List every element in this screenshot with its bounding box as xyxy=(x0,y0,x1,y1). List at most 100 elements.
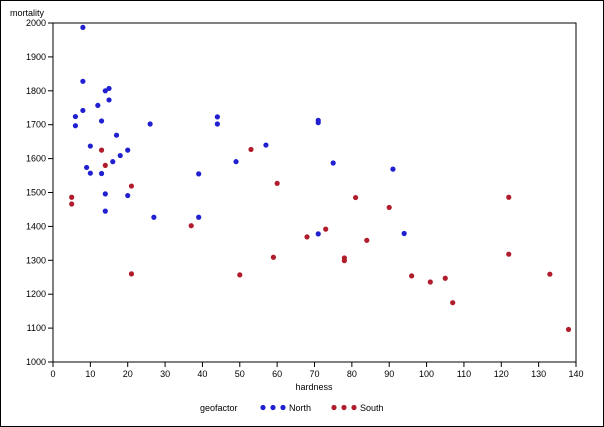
point-south xyxy=(274,180,280,186)
y-tick-label: 1300 xyxy=(26,255,46,265)
x-tick-label: 0 xyxy=(50,369,55,379)
x-tick-label: 50 xyxy=(235,369,245,379)
point-south xyxy=(270,254,277,260)
point-north xyxy=(80,24,86,31)
point-south xyxy=(248,146,254,153)
x-tick-label: 40 xyxy=(197,369,207,379)
legend-marker-south xyxy=(331,404,337,411)
point-north xyxy=(84,164,90,171)
point-north xyxy=(147,121,153,127)
y-tick-label: 1700 xyxy=(26,120,46,130)
x-tick-label: 60 xyxy=(272,369,282,379)
x-tick-label: 10 xyxy=(85,369,95,379)
legend-marker-south xyxy=(341,404,347,411)
x-axis: 0 10 20 30 40 50 60 70 80 90 100 110 120 130 140 xyxy=(50,362,584,379)
x-axis-title: hardness xyxy=(295,382,333,392)
x-tick-label: 130 xyxy=(531,369,546,379)
point-north xyxy=(263,142,269,148)
legend-label-north: North xyxy=(289,403,311,413)
legend-entry-south: South xyxy=(331,403,384,413)
x-tick-label: 140 xyxy=(568,369,583,379)
point-south xyxy=(386,204,392,211)
legend-marker-north xyxy=(270,404,276,411)
x-tick-label: 110 xyxy=(457,369,471,379)
point-south xyxy=(450,300,456,306)
point-north xyxy=(98,118,105,124)
point-north xyxy=(102,208,108,214)
legend-marker-north xyxy=(280,404,286,411)
point-north xyxy=(390,166,396,172)
point-north xyxy=(315,120,321,126)
y-tick-label: 1600 xyxy=(26,154,46,164)
point-north xyxy=(110,159,116,165)
legend-title: geofactor xyxy=(200,403,238,413)
point-north xyxy=(98,170,105,177)
point-north xyxy=(102,191,108,197)
point-north xyxy=(151,214,157,220)
point-south xyxy=(128,183,135,189)
point-south xyxy=(565,326,572,333)
y-tick-label: 1500 xyxy=(26,188,46,198)
data-points xyxy=(69,24,572,333)
point-south xyxy=(427,279,433,285)
point-north xyxy=(214,114,220,120)
point-south xyxy=(442,275,448,281)
point-south xyxy=(188,223,194,229)
point-south xyxy=(69,201,75,207)
y-tick-label: 1000 xyxy=(26,357,46,367)
legend-label-south: South xyxy=(360,403,384,413)
y-tick-label: 1900 xyxy=(26,52,46,62)
point-south xyxy=(352,194,359,201)
point-north xyxy=(125,192,131,199)
x-tick-label: 90 xyxy=(384,369,394,379)
x-tick-label: 30 xyxy=(160,369,170,379)
point-north xyxy=(401,230,407,237)
point-north xyxy=(102,88,108,94)
legend-marker-north xyxy=(260,404,266,411)
point-north xyxy=(87,143,93,149)
point-north xyxy=(80,107,86,114)
point-south xyxy=(323,226,329,232)
y-tick-label: 1800 xyxy=(26,86,46,96)
point-north xyxy=(87,170,93,176)
point-south xyxy=(128,271,135,277)
plot-area xyxy=(52,22,577,363)
y-tick-label: 2000 xyxy=(26,18,46,28)
point-north xyxy=(72,113,79,120)
y-tick-label: 1200 xyxy=(26,289,46,299)
x-tick-label: 120 xyxy=(494,369,509,379)
point-south xyxy=(98,147,105,153)
point-south xyxy=(506,194,512,200)
x-tick-label: 70 xyxy=(309,369,319,379)
point-north xyxy=(125,147,131,153)
y-tick-label: 1400 xyxy=(26,221,46,231)
point-north xyxy=(117,152,123,159)
point-north xyxy=(106,97,112,103)
point-north xyxy=(196,214,202,220)
point-north xyxy=(196,171,202,177)
point-north xyxy=(72,123,79,129)
y-axis-title: mortality xyxy=(10,8,45,18)
x-tick-label: 100 xyxy=(419,369,434,379)
legend: geofactor North South xyxy=(200,403,384,413)
point-south xyxy=(506,251,512,257)
point-south xyxy=(69,194,75,200)
y-axis: 1000 1100 1200 1300 1400 1500 1600 1700 1800 1900… xyxy=(26,18,53,367)
point-south xyxy=(547,271,553,277)
point-north xyxy=(330,160,336,166)
point-south xyxy=(102,162,108,168)
point-south xyxy=(304,234,310,240)
point-south xyxy=(409,273,415,279)
legend-entry-north: North xyxy=(260,403,311,413)
point-north xyxy=(95,102,101,108)
point-north xyxy=(315,231,321,237)
point-north xyxy=(233,159,239,165)
point-north xyxy=(214,121,220,127)
y-tick-label: 1100 xyxy=(27,323,46,333)
point-north xyxy=(113,132,120,138)
legend-marker-south xyxy=(351,404,357,411)
point-north xyxy=(80,78,86,84)
point-north xyxy=(106,85,112,92)
